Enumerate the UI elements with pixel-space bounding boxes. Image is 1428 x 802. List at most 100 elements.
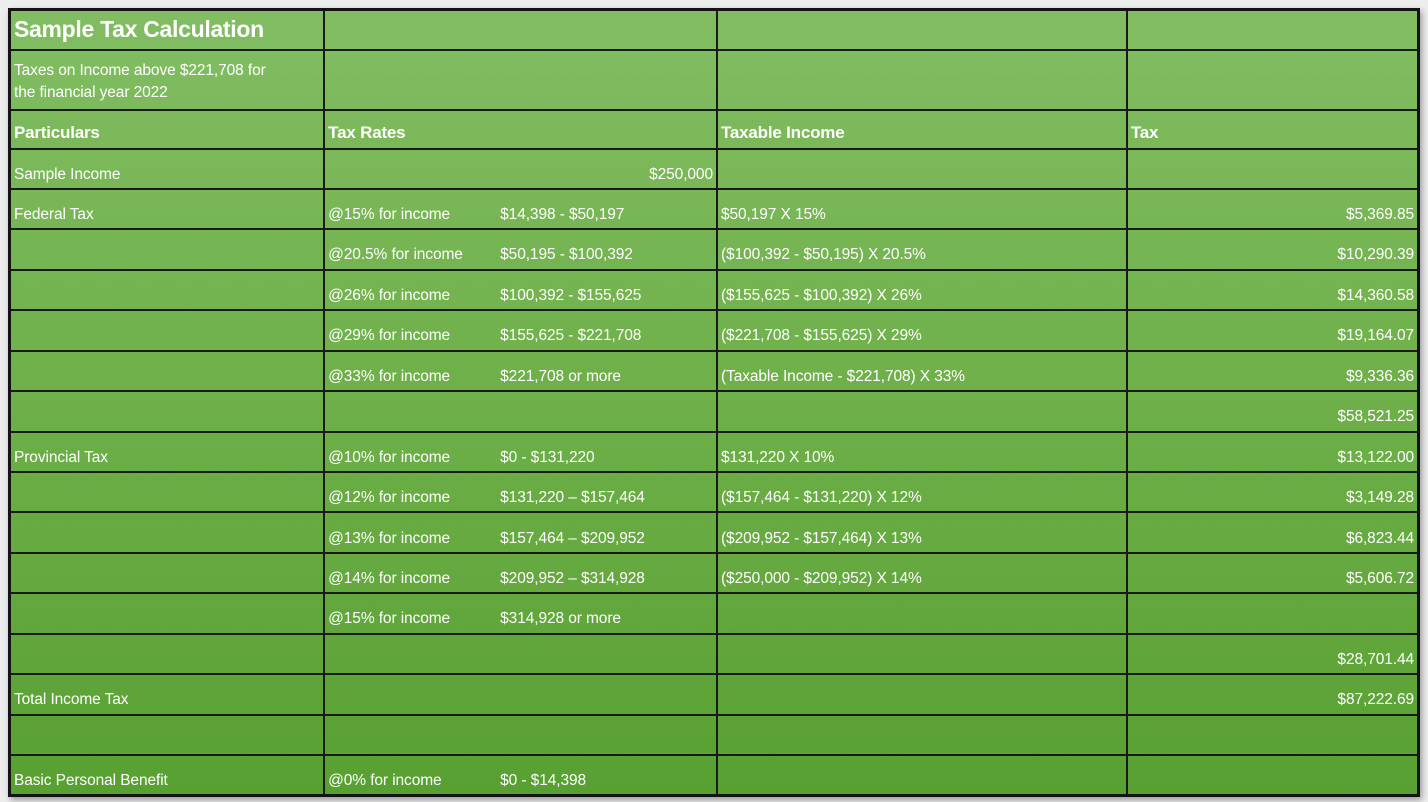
cell-taxable-income[interactable] (715, 673, 1128, 716)
cell-taxable-income[interactable] (715, 754, 1128, 797)
cell-tax-rate[interactable]: @15% for income $14,398 - $50,197 (323, 187, 718, 231)
cell-taxable-income[interactable]: $50,197 X 15% (715, 187, 1128, 231)
cell-tax-amount[interactable]: $5,606.72 (1125, 551, 1420, 595)
cell-tax-amount[interactable] (1125, 592, 1420, 635)
cell-tax-rate[interactable]: @15% for income $314,928 or more (323, 592, 718, 635)
rate-range: $314,928 or more (500, 610, 621, 628)
cell-particulars[interactable]: Sample Income (8, 147, 326, 190)
cell-tax-amount[interactable]: $3,149.28 (1125, 470, 1420, 514)
table-row: Total Income Tax $87,222.69 (8, 673, 1420, 716)
cell-particulars[interactable]: Total Income Tax (8, 673, 326, 716)
table-row: @29% for income $155,625 - $221,708 ($221,… (8, 309, 1420, 352)
cell-particulars[interactable]: Provincial Tax (8, 430, 326, 474)
cell-tax-amount[interactable]: $13,122.00 (1125, 430, 1420, 474)
cell-taxable-income[interactable]: $131,220 X 10% (715, 430, 1128, 474)
cell-particulars[interactable] (8, 268, 326, 312)
cell-taxable-income[interactable] (715, 713, 1128, 757)
table-row: Sample Income $250,000 (8, 147, 1420, 190)
cell-tax-amount[interactable]: $9,336.36 (1125, 349, 1420, 393)
cell-tax-rate[interactable]: @0% for income $0 - $14,398 (323, 754, 718, 797)
cell-tax-amount[interactable]: $19,164.07 (1125, 309, 1420, 352)
cell-tax-amount[interactable]: $6,823.44 (1125, 511, 1420, 554)
cell-tax-rate[interactable]: @20.5% for income $50,195 - $100,392 (323, 228, 718, 271)
cell-taxable-income[interactable]: ($100,392 - $50,195) X 20.5% (715, 228, 1128, 271)
cell-particulars[interactable] (8, 592, 326, 635)
rate-range: $221,708 or more (500, 367, 621, 385)
rate-range: $0 - $14,398 (500, 771, 587, 789)
cell-taxable-income[interactable]: (Taxable Income - $221,708) X 33% (715, 349, 1128, 393)
rate-label: @26% for income (328, 286, 451, 304)
cell-particulars[interactable] (8, 228, 326, 271)
page-title[interactable]: Sample Tax Calculation (8, 8, 326, 51)
cell-tax-amount[interactable]: $87,222.69 (1125, 673, 1420, 716)
cell-tax-amount[interactable] (1125, 713, 1420, 757)
page-subtitle[interactable]: Taxes on Income above $221,708 for the f… (8, 48, 326, 111)
rate-range: $157,464 – $209,952 (500, 529, 645, 547)
cell-particulars[interactable] (8, 632, 326, 676)
cell-tax-amount[interactable] (1125, 147, 1420, 190)
cell-tax-rate[interactable]: @29% for income $155,625 - $221,708 (323, 309, 718, 352)
table-row: @33% for income $221,708 or more (Taxable … (8, 349, 1420, 393)
cell-taxable-income[interactable] (715, 592, 1128, 635)
empty-cell[interactable] (1125, 48, 1420, 111)
cell-tax-rate[interactable]: @13% for income $157,464 – $209,952 (323, 511, 718, 554)
cell-tax-amount[interactable]: $14,360.58 (1125, 268, 1420, 312)
cell-tax-amount[interactable]: $28,701.44 (1125, 632, 1420, 676)
empty-cell[interactable] (715, 8, 1128, 51)
title-row: Sample Tax Calculation (8, 8, 1420, 51)
cell-taxable-income[interactable]: ($155,625 - $100,392) X 26% (715, 268, 1128, 312)
cell-taxable-income[interactable]: ($157,464 - $131,220) X 12% (715, 470, 1128, 514)
rate-label: @13% for income (328, 529, 451, 547)
cell-taxable-income[interactable]: ($209,952 - $157,464) X 13% (715, 511, 1128, 554)
cell-particulars[interactable]: Federal Tax (8, 187, 326, 231)
cell-tax-rate[interactable] (323, 673, 718, 716)
table-row: @15% for income $314,928 or more (8, 592, 1420, 635)
empty-cell[interactable] (1125, 8, 1420, 51)
cell-taxable-income[interactable]: ($250,000 - $209,952) X 14% (715, 551, 1128, 595)
rate-range: $100,392 - $155,625 (500, 286, 642, 304)
column-header-tax-rates[interactable]: Tax Rates (323, 108, 718, 150)
rate-label: @20.5% for income (328, 246, 463, 264)
cell-taxable-income[interactable] (715, 632, 1128, 676)
cell-tax-amount[interactable]: $5,369.85 (1125, 187, 1420, 231)
cell-tax-rate[interactable]: @26% for income $100,392 - $155,625 (323, 268, 718, 312)
table-row: @26% for income $100,392 - $155,625 ($155,… (8, 268, 1420, 312)
table-row: Basic Personal Benefit @0% for income $0 -… (8, 754, 1420, 797)
cell-tax-amount[interactable] (1125, 754, 1420, 797)
cell-particulars[interactable] (8, 511, 326, 554)
cell-tax-rate[interactable] (323, 713, 718, 757)
cell-particulars[interactable] (8, 309, 326, 352)
empty-cell[interactable] (715, 48, 1128, 111)
rate-label: @15% for income (328, 610, 451, 628)
rate-label: @12% for income (328, 489, 451, 507)
column-header-taxable-income[interactable]: Taxable Income (715, 108, 1128, 150)
cell-particulars[interactable] (8, 470, 326, 514)
cell-particulars[interactable] (8, 713, 326, 757)
cell-tax-rate[interactable]: @10% for income $0 - $131,220 (323, 430, 718, 474)
cell-tax-rate[interactable]: $250,000 (323, 147, 718, 190)
cell-taxable-income[interactable]: ($221,708 - $155,625) X 29% (715, 309, 1128, 352)
tax-calculation-table: Sample Tax Calculation Taxes on Income a… (8, 8, 1420, 797)
cell-particulars[interactable] (8, 349, 326, 393)
cell-particulars[interactable]: Basic Personal Benefit (8, 754, 326, 797)
cell-tax-rate[interactable]: @33% for income $221,708 or more (323, 349, 718, 393)
rate-label: @33% for income (328, 367, 451, 385)
cell-taxable-income[interactable] (715, 390, 1128, 433)
empty-cell[interactable] (323, 48, 718, 111)
cell-particulars[interactable] (8, 551, 326, 595)
cell-taxable-income[interactable] (715, 147, 1128, 190)
column-header-particulars[interactable]: Particulars (8, 108, 326, 150)
rate-range: $50,195 - $100,392 (500, 246, 633, 264)
table-row: @12% for income $131,220 – $157,464 ($157,… (8, 470, 1420, 514)
cell-tax-amount[interactable]: $58,521.25 (1125, 390, 1420, 433)
cell-tax-rate[interactable]: @14% for income $209,952 – $314,928 (323, 551, 718, 595)
column-header-tax[interactable]: Tax (1125, 108, 1420, 150)
rate-label: @29% for income (328, 327, 451, 345)
cell-tax-rate[interactable] (323, 390, 718, 433)
cell-tax-amount[interactable]: $10,290.39 (1125, 228, 1420, 271)
empty-cell[interactable] (323, 8, 718, 51)
cell-particulars[interactable] (8, 390, 326, 433)
cell-tax-rate[interactable]: @12% for income $131,220 – $157,464 (323, 470, 718, 514)
rate-range: $209,952 – $314,928 (500, 569, 645, 587)
cell-tax-rate[interactable] (323, 632, 718, 676)
